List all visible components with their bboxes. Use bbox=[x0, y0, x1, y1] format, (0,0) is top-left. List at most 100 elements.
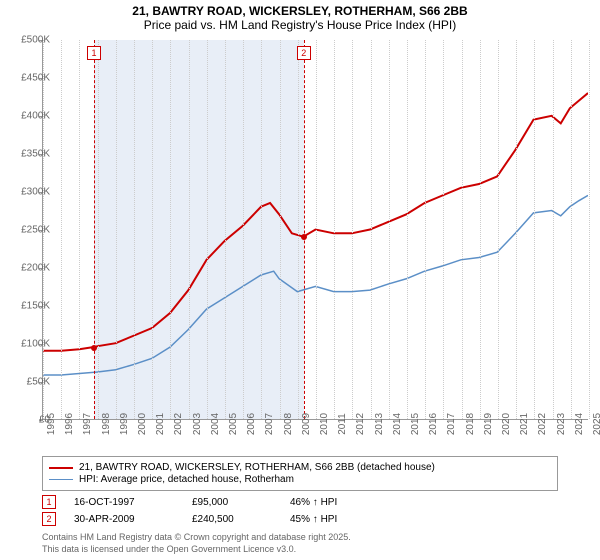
x-gridline bbox=[480, 40, 481, 419]
x-axis-label: 2003 bbox=[192, 413, 203, 435]
x-gridline bbox=[152, 40, 153, 419]
x-gridline bbox=[298, 40, 299, 419]
x-gridline bbox=[443, 40, 444, 419]
x-axis-label: 2001 bbox=[155, 413, 166, 435]
datapoint-row: 1 16-OCT-1997 £95,000 46% ↑ HPI bbox=[42, 495, 558, 509]
y-axis-label: £100K bbox=[21, 339, 50, 350]
x-gridline bbox=[280, 40, 281, 419]
x-axis-label: 2015 bbox=[410, 413, 421, 435]
y-axis-label: £300K bbox=[21, 187, 50, 198]
legend-label: HPI: Average price, detached house, Roth… bbox=[79, 474, 294, 485]
marker-box-1: 1 bbox=[87, 46, 101, 60]
x-gridline bbox=[189, 40, 190, 419]
x-axis-label: 2008 bbox=[283, 413, 294, 435]
x-gridline bbox=[116, 40, 117, 419]
y-axis-label: £50K bbox=[27, 377, 50, 388]
x-gridline bbox=[261, 40, 262, 419]
x-axis-label: 2007 bbox=[264, 413, 275, 435]
legend: 21, BAWTRY ROAD, WICKERSLEY, ROTHERHAM, … bbox=[42, 456, 558, 491]
x-axis-label: 1998 bbox=[101, 413, 112, 435]
x-gridline bbox=[589, 40, 590, 419]
x-axis-label: 2022 bbox=[537, 413, 548, 435]
x-gridline bbox=[534, 40, 535, 419]
x-axis-label: 2019 bbox=[483, 413, 494, 435]
x-axis-label: 2020 bbox=[501, 413, 512, 435]
x-gridline bbox=[498, 40, 499, 419]
y-axis-label: £350K bbox=[21, 149, 50, 160]
x-axis-label: 1996 bbox=[64, 413, 75, 435]
x-axis-label: 2014 bbox=[392, 413, 403, 435]
x-axis-label: 2010 bbox=[319, 413, 330, 435]
x-axis-label: 2024 bbox=[574, 413, 585, 435]
x-axis-label: 2004 bbox=[210, 413, 221, 435]
datapoint-diff: 45% ↑ HPI bbox=[290, 514, 337, 525]
x-axis-label: 2011 bbox=[337, 413, 348, 435]
y-axis-label: £400K bbox=[21, 111, 50, 122]
x-gridline bbox=[389, 40, 390, 419]
legend-row: HPI: Average price, detached house, Roth… bbox=[49, 474, 551, 485]
x-gridline bbox=[98, 40, 99, 419]
x-axis-label: 1997 bbox=[82, 413, 93, 435]
chart-title: 21, BAWTRY ROAD, WICKERSLEY, ROTHERHAM, … bbox=[0, 0, 600, 18]
x-gridline bbox=[425, 40, 426, 419]
datapoints-table: 1 16-OCT-1997 £95,000 46% ↑ HPI 2 30-APR-2009… bbox=[42, 495, 558, 526]
x-axis-label: 2023 bbox=[556, 413, 567, 435]
x-gridline bbox=[334, 40, 335, 419]
chart-subtitle: Price paid vs. HM Land Registry's House … bbox=[0, 18, 600, 34]
x-axis-label: 1995 bbox=[46, 413, 57, 435]
x-gridline bbox=[316, 40, 317, 419]
x-axis-label: 2005 bbox=[228, 413, 239, 435]
x-axis-label: 2016 bbox=[428, 413, 439, 435]
x-axis-label: 2017 bbox=[446, 413, 457, 435]
x-axis-label: 2002 bbox=[173, 413, 184, 435]
legend-row: 21, BAWTRY ROAD, WICKERSLEY, ROTHERHAM, … bbox=[49, 462, 551, 473]
datapoint-price: £95,000 bbox=[192, 497, 272, 508]
footer: Contains HM Land Registry data © Crown c… bbox=[42, 532, 558, 555]
legend-swatch bbox=[49, 467, 73, 469]
datapoint-marker: 1 bbox=[42, 495, 56, 509]
x-gridline bbox=[134, 40, 135, 419]
x-gridline bbox=[553, 40, 554, 419]
y-axis-label: £250K bbox=[21, 225, 50, 236]
datapoint-date: 16-OCT-1997 bbox=[74, 497, 174, 508]
x-gridline bbox=[407, 40, 408, 419]
footer-line2: This data is licensed under the Open Gov… bbox=[42, 544, 558, 556]
x-axis-label: 2012 bbox=[355, 413, 366, 435]
marker-point-1 bbox=[91, 345, 97, 351]
plot-region: 12 bbox=[42, 40, 588, 420]
x-axis-label: 2018 bbox=[465, 413, 476, 435]
x-gridline bbox=[571, 40, 572, 419]
datapoint-diff: 46% ↑ HPI bbox=[290, 497, 337, 508]
y-axis-label: £500K bbox=[21, 35, 50, 46]
x-gridline bbox=[516, 40, 517, 419]
marker-line-2 bbox=[304, 40, 305, 419]
x-gridline bbox=[61, 40, 62, 419]
x-axis-label: 2009 bbox=[301, 413, 312, 435]
marker-box-2: 2 bbox=[297, 46, 311, 60]
x-axis-label: 2013 bbox=[374, 413, 385, 435]
y-axis-label: £150K bbox=[21, 301, 50, 312]
x-gridline bbox=[170, 40, 171, 419]
marker-point-2 bbox=[301, 234, 307, 240]
x-gridline bbox=[462, 40, 463, 419]
x-axis-label: 1999 bbox=[119, 413, 130, 435]
x-gridline bbox=[79, 40, 80, 419]
datapoint-row: 2 30-APR-2009 £240,500 45% ↑ HPI bbox=[42, 512, 558, 526]
x-gridline bbox=[243, 40, 244, 419]
datapoint-price: £240,500 bbox=[192, 514, 272, 525]
x-axis-label: 2000 bbox=[137, 413, 148, 435]
legend-swatch bbox=[49, 479, 73, 481]
x-axis-label: 2006 bbox=[246, 413, 257, 435]
datapoint-marker: 2 bbox=[42, 512, 56, 526]
x-gridline bbox=[371, 40, 372, 419]
legend-label: 21, BAWTRY ROAD, WICKERSLEY, ROTHERHAM, … bbox=[79, 462, 435, 473]
marker-line-1 bbox=[94, 40, 95, 419]
x-gridline bbox=[207, 40, 208, 419]
x-gridline bbox=[352, 40, 353, 419]
x-axis-label: 2025 bbox=[592, 413, 600, 435]
x-gridline bbox=[225, 40, 226, 419]
y-axis-label: £450K bbox=[21, 73, 50, 84]
datapoint-date: 30-APR-2009 bbox=[74, 514, 174, 525]
y-axis-label: £200K bbox=[21, 263, 50, 274]
x-axis-label: 2021 bbox=[519, 413, 530, 435]
